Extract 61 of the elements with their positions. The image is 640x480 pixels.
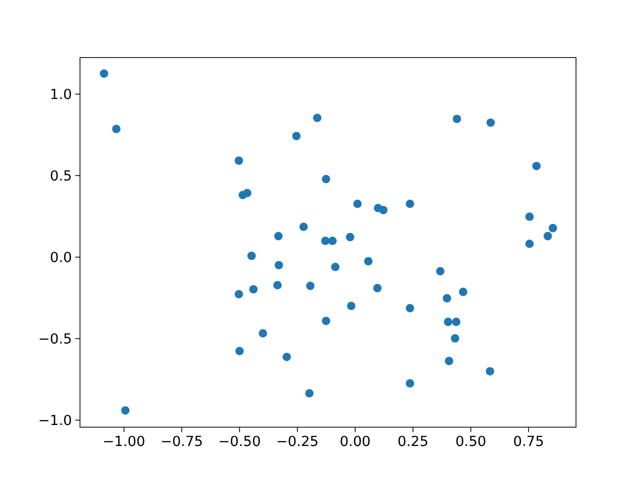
point xyxy=(249,285,258,294)
point xyxy=(442,294,452,302)
y-tick-label: 1.0 xyxy=(50,86,72,103)
point xyxy=(274,232,283,240)
point xyxy=(258,329,268,338)
x-tick-label: −0.50 xyxy=(218,434,261,450)
point xyxy=(305,389,314,398)
point xyxy=(452,114,462,124)
point xyxy=(322,316,330,326)
point xyxy=(486,367,494,376)
point xyxy=(373,284,382,292)
point xyxy=(306,282,315,290)
x-tick-label: 0.00 xyxy=(340,434,371,450)
point xyxy=(234,290,244,298)
point xyxy=(112,124,121,134)
point xyxy=(347,302,356,310)
point xyxy=(406,200,414,208)
point xyxy=(525,240,534,248)
point xyxy=(353,200,362,208)
x-tick-label: −0.25 xyxy=(276,434,319,450)
point xyxy=(458,288,468,296)
y-tick-label: 0.0 xyxy=(50,250,72,266)
point xyxy=(548,224,558,232)
point xyxy=(450,334,460,343)
point xyxy=(544,232,552,240)
point xyxy=(282,352,291,362)
point xyxy=(235,346,244,356)
point xyxy=(444,356,454,366)
y-tick-label: 0.5 xyxy=(50,168,72,184)
point xyxy=(322,174,330,184)
point xyxy=(406,304,414,312)
point xyxy=(364,257,373,266)
point xyxy=(313,114,322,122)
point xyxy=(273,280,282,290)
point xyxy=(121,406,130,415)
point xyxy=(292,132,301,140)
point xyxy=(379,206,388,214)
point xyxy=(100,69,108,78)
point xyxy=(486,118,495,127)
x-tick-label: 0.75 xyxy=(513,434,544,450)
point xyxy=(452,318,460,326)
y-tick-label: −0.5 xyxy=(38,332,72,348)
y-tick-label: −1.0 xyxy=(38,413,72,430)
x-tick-label: −0.75 xyxy=(160,434,204,450)
point xyxy=(346,232,354,242)
point xyxy=(242,188,252,198)
point xyxy=(444,318,452,326)
point xyxy=(274,260,284,270)
x-tick-label: 0.25 xyxy=(398,434,428,450)
point xyxy=(328,236,337,246)
point xyxy=(321,236,330,246)
point xyxy=(299,222,308,232)
point xyxy=(525,212,534,221)
point xyxy=(532,162,541,170)
point xyxy=(234,156,244,165)
point xyxy=(436,266,444,276)
point xyxy=(247,252,256,260)
point xyxy=(406,379,414,388)
x-tick-label: 0.50 xyxy=(455,434,486,450)
x-tick-label: −1.00 xyxy=(102,434,146,450)
point xyxy=(331,262,340,272)
